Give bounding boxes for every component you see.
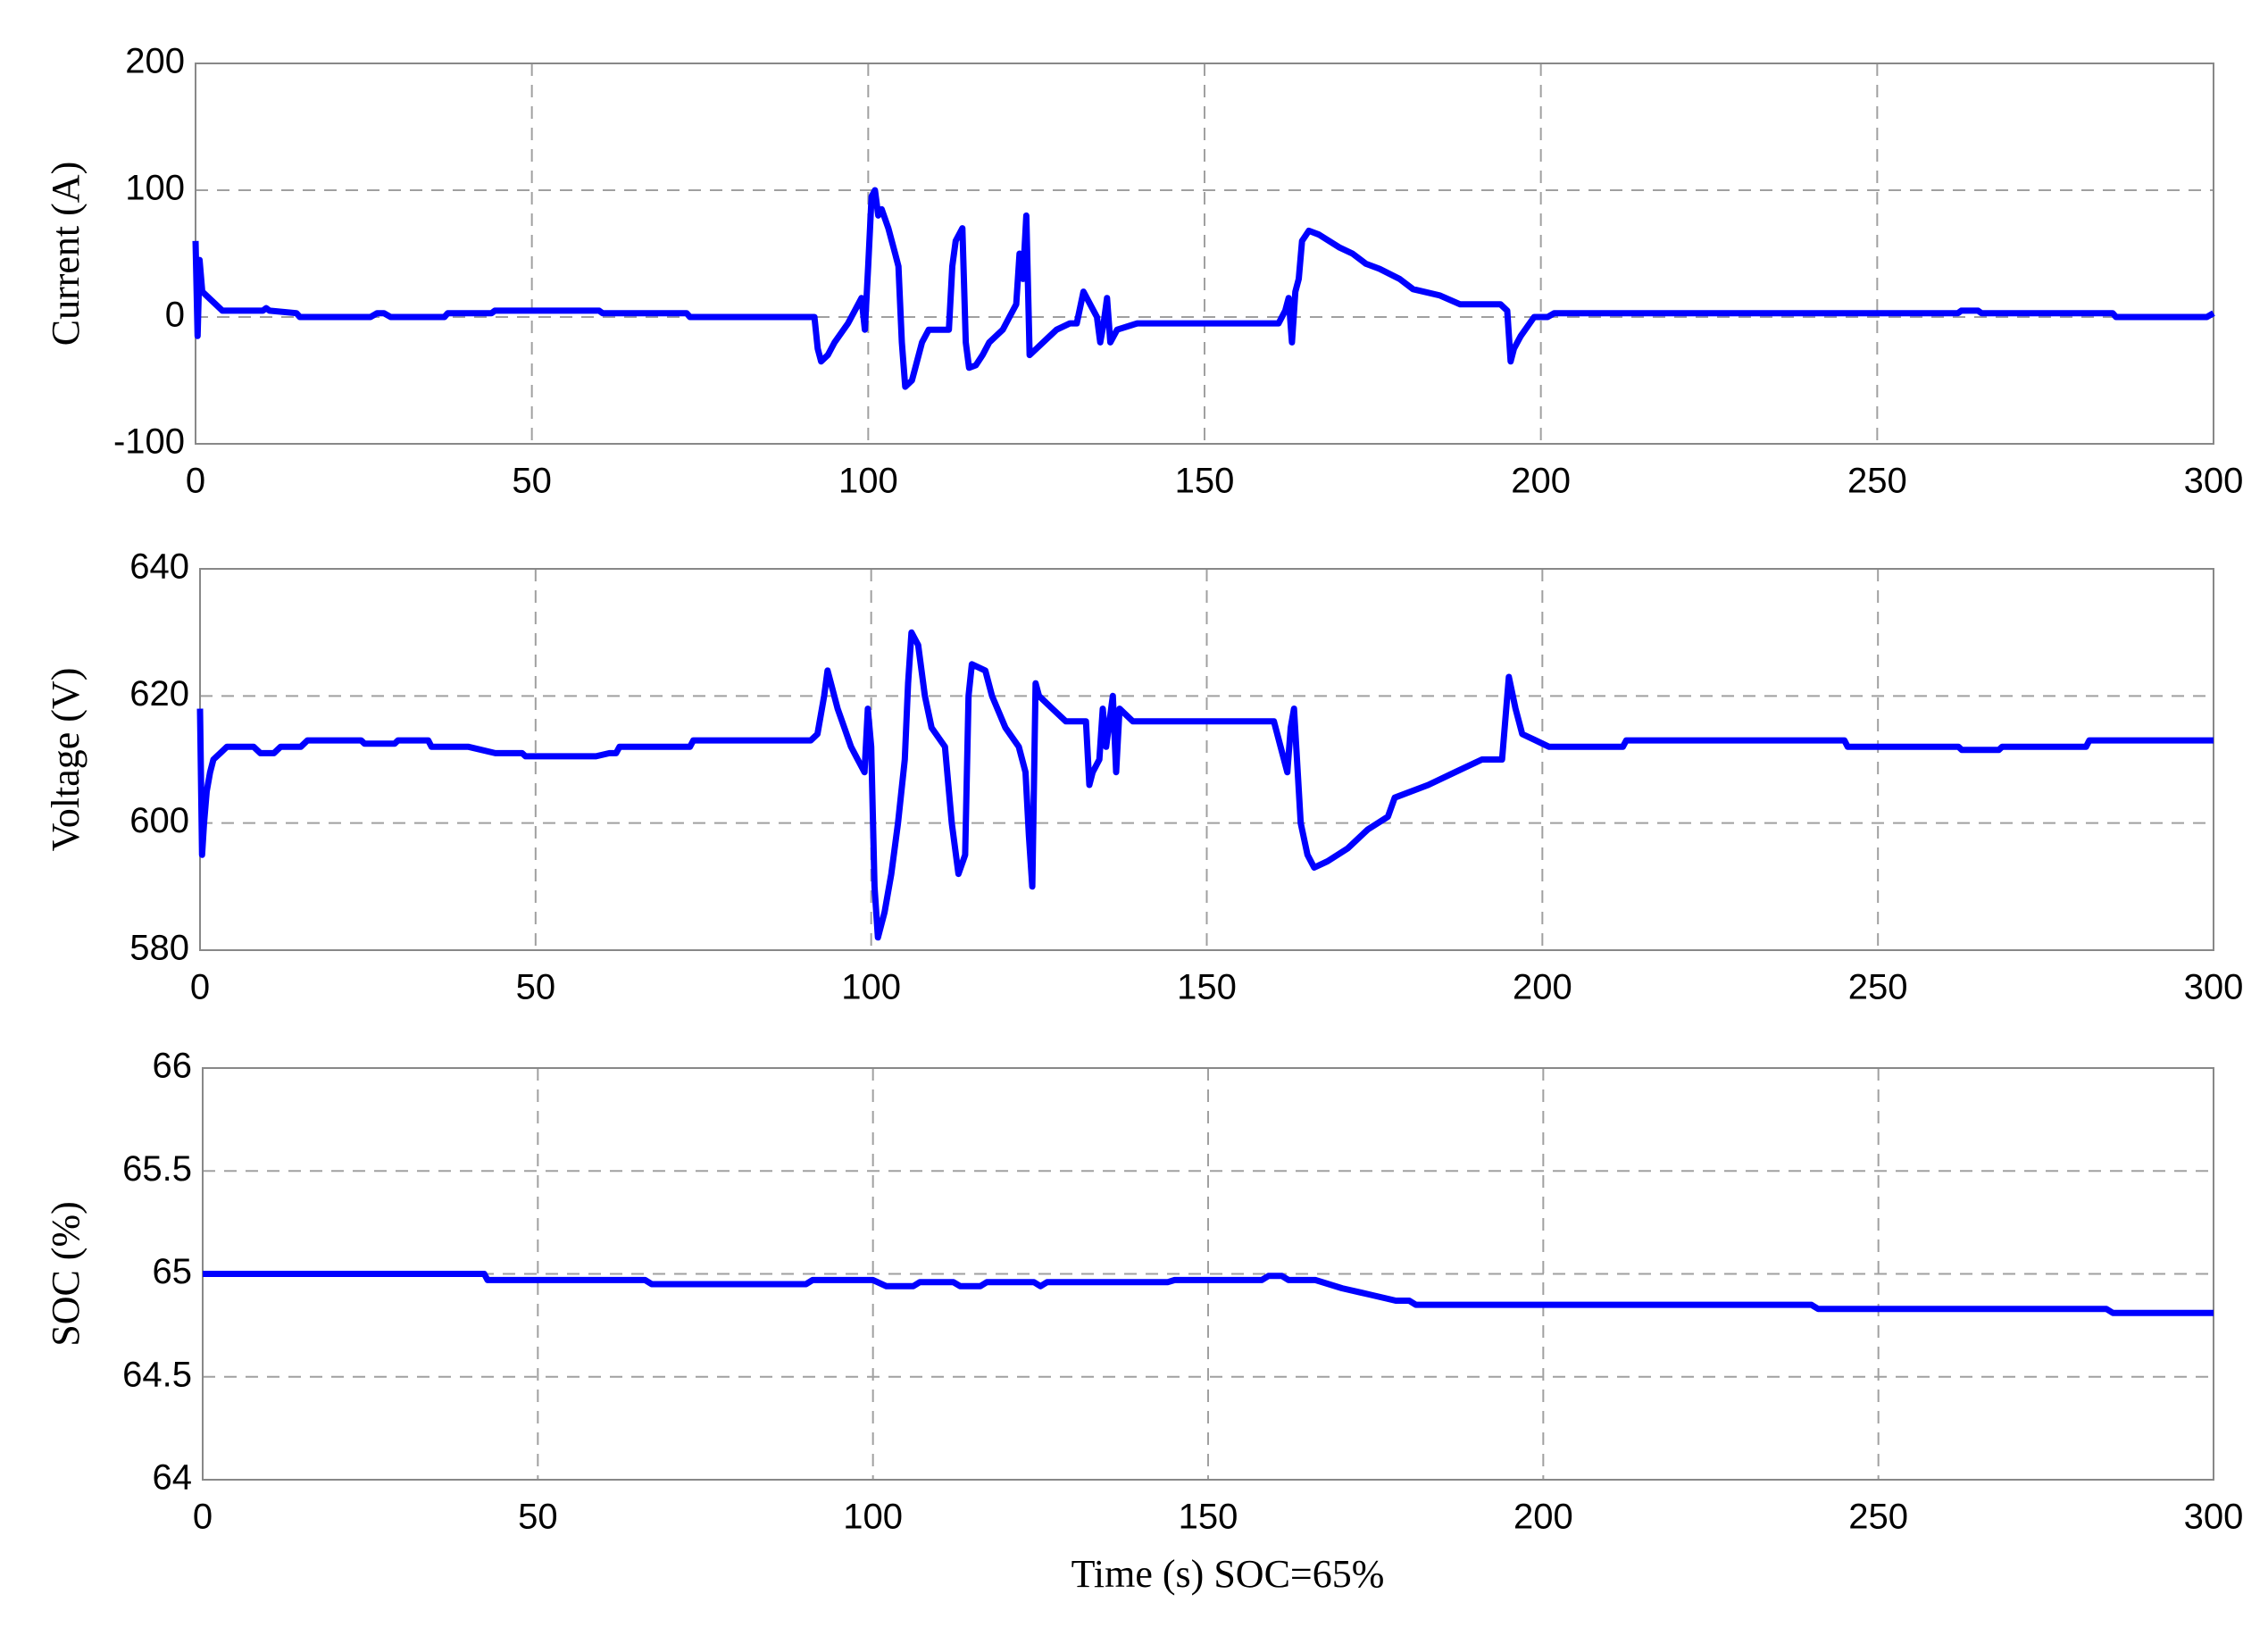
x-tick-label: 150 xyxy=(1177,968,1237,1007)
y-tick-label: 65.5 xyxy=(122,1149,192,1189)
x-tick-label: 200 xyxy=(1511,462,1571,501)
x-tick-label: 150 xyxy=(1175,462,1235,501)
y-axis-label: Voltage (V) xyxy=(44,668,88,852)
x-tick-label: 0 xyxy=(186,462,205,501)
y-axis-label: SOC (%) xyxy=(44,1201,88,1347)
x-tick-label: 50 xyxy=(516,968,556,1007)
x-tick-label: 100 xyxy=(841,968,901,1007)
x-tick-label: 100 xyxy=(838,462,898,501)
y-tick-label: 200 xyxy=(125,42,185,81)
x-tick-label: 250 xyxy=(1848,1498,1908,1537)
y-axis-label: Current (A) xyxy=(44,162,88,346)
x-tick-label: 250 xyxy=(1848,968,1908,1007)
y-tick-label: -100 xyxy=(113,422,185,462)
x-tick-label: 300 xyxy=(2184,968,2244,1007)
y-tick-label: 620 xyxy=(129,674,189,714)
y-tick-label: 66 xyxy=(153,1047,193,1086)
x-tick-label: 0 xyxy=(193,1498,213,1537)
y-tick-label: 100 xyxy=(125,169,185,208)
y-tick-label: 65 xyxy=(153,1252,193,1291)
data-line xyxy=(203,1271,2214,1316)
data-line xyxy=(196,629,2214,941)
x-axis-label: Time (s) SOC=65% xyxy=(1071,1552,1385,1596)
x-tick-label: 200 xyxy=(1513,1498,1573,1537)
x-tick-label: 50 xyxy=(518,1498,558,1537)
x-tick-label: 300 xyxy=(2184,1498,2244,1537)
x-tick-label: 150 xyxy=(1179,1498,1238,1537)
x-tick-label: 200 xyxy=(1513,968,1572,1007)
x-tick-label: 100 xyxy=(843,1498,903,1537)
x-tick-label: 0 xyxy=(190,968,210,1007)
y-tick-label: 580 xyxy=(129,929,189,968)
data-line xyxy=(192,187,2215,390)
x-tick-label: 250 xyxy=(1847,462,1907,501)
y-tick-label: 600 xyxy=(129,801,189,840)
y-tick-label: 640 xyxy=(129,547,189,587)
x-tick-label: 300 xyxy=(2184,462,2244,501)
y-tick-label: 64 xyxy=(153,1458,193,1498)
x-tick-label: 50 xyxy=(512,462,552,501)
y-tick-label: 0 xyxy=(165,296,185,335)
y-tick-label: 64.5 xyxy=(122,1355,192,1394)
